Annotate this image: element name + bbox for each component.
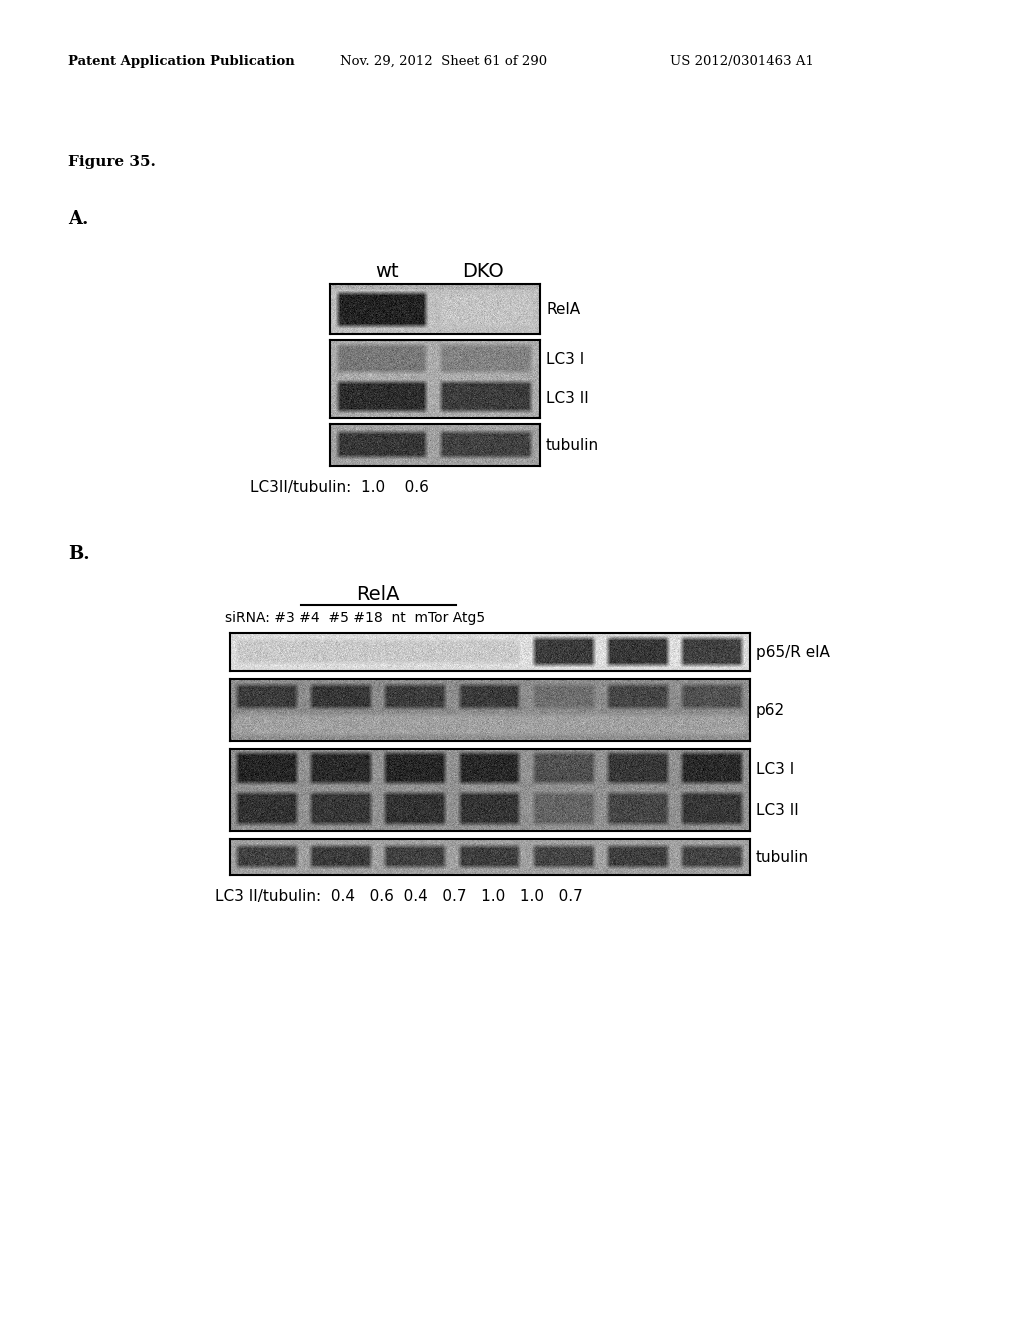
Text: LC3 I: LC3 I [756,762,795,777]
Text: LC3 II/tubulin:  0.4   0.6  0.4   0.7   1.0   1.0   0.7: LC3 II/tubulin: 0.4 0.6 0.4 0.7 1.0 1.0 … [215,888,583,904]
Text: B.: B. [68,545,90,564]
Text: DKO: DKO [463,261,504,281]
Text: LC3 II: LC3 II [756,803,799,818]
Text: p62: p62 [756,702,785,718]
Text: tubulin: tubulin [756,850,809,865]
Text: Figure 35.: Figure 35. [68,154,156,169]
Text: RelA: RelA [356,585,400,605]
Text: Nov. 29, 2012  Sheet 61 of 290: Nov. 29, 2012 Sheet 61 of 290 [340,55,547,69]
Text: Patent Application Publication: Patent Application Publication [68,55,295,69]
Text: A.: A. [68,210,88,228]
Text: LC3 I: LC3 I [546,352,585,367]
Text: tubulin: tubulin [546,437,599,453]
Text: siRNA: #3 #4  #5 #18  nt  mTor Atg5: siRNA: #3 #4 #5 #18 nt mTor Atg5 [225,611,485,624]
Text: US 2012/0301463 A1: US 2012/0301463 A1 [670,55,814,69]
Text: wt: wt [375,261,398,281]
Text: p65/R elA: p65/R elA [756,644,829,660]
Text: LC3II/tubulin:  1.0    0.6: LC3II/tubulin: 1.0 0.6 [250,480,429,495]
Text: LC3 II: LC3 II [546,391,589,407]
Text: RelA: RelA [546,301,581,317]
